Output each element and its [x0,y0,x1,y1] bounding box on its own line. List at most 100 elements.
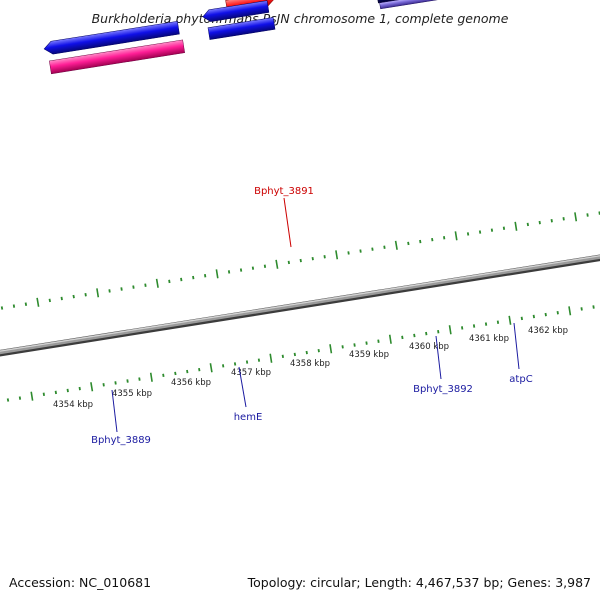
scale-tick-minor [126,379,129,383]
scale-tick-major [96,288,100,298]
scale-tick-minor [544,312,547,317]
scale-tick-minor [233,362,237,366]
scale-tick-minor [383,245,386,249]
label-hemE[interactable]: hemE [234,412,263,423]
scale-tick-minor [580,307,583,311]
scale-tick-minor [532,314,535,319]
scale-tick-major [329,344,333,354]
gene-blue-upper-4357[interactable] [202,0,270,23]
kbp-label-4361: 4361 kbp [469,334,509,344]
scale-tick-minor [42,392,45,397]
scale-tick-minor [281,354,284,359]
kbp-label-4357: 4357 kbp [231,368,271,378]
gene-hemE[interactable] [207,17,276,40]
scale-tick-minor [48,298,51,303]
scale-tick-minor [472,324,476,328]
scale-tick-major [394,240,398,250]
scale-tick-minor [359,249,362,253]
scale-tick-minor [168,279,171,284]
scale-tick-minor [227,270,231,274]
scale-tick-major [275,259,279,269]
scale-tick-minor [251,266,255,270]
leader-bphyt-3891 [283,197,292,248]
gene-blue-4354[interactable] [43,20,180,55]
scale-tick-minor [353,343,356,347]
gene-bphyt-3892[interactable] [376,0,482,4]
scale-tick-major [269,353,273,363]
scale-tick-minor [245,360,249,364]
scale-tick-minor [305,350,308,355]
scale-tick-minor [138,377,141,381]
scale-tick-minor [174,371,177,376]
scale-tick-minor [538,220,541,225]
scale-tick-minor [287,260,290,265]
scale-tick-major [514,221,518,231]
scale-tick-minor [461,326,464,330]
scale-tick-minor [502,226,506,230]
scale-tick-minor [592,305,595,309]
scale-tick-major [215,269,219,279]
scale-tick-minor [341,345,344,349]
accession-text: Accession: NC_010681 [9,575,151,590]
scale-tick-minor [347,251,350,255]
tick-row-lower [6,305,595,402]
label-atpC[interactable]: atpC [509,374,532,385]
scale-tick-minor [550,218,553,223]
leader-atpC [513,322,520,370]
gene-bphyt-3889[interactable] [49,39,185,75]
scale-tick-minor [162,373,165,378]
tick-row-upper [0,211,600,310]
genome-backbone [0,254,600,357]
scale-tick-minor [311,256,314,261]
scale-tick-minor [66,388,69,393]
scale-tick-minor [222,364,225,368]
label-bphyt-3892[interactable]: Bphyt_3892 [413,384,473,395]
kbp-label-4360: 4360 kbp [409,342,449,352]
kbp-label-4355: 4355 kbp [112,389,152,399]
leader-lines [111,197,520,433]
gene-labels: Bphyt_3891 Bphyt_3889 hemE Bphyt_3892 at… [91,186,533,446]
scale-tick-minor [377,339,380,343]
scale-tick-minor [419,239,422,244]
scale-tick-minor [520,316,523,321]
scale-tick-minor [120,287,123,291]
genome-summary-text: Topology: circular; Length: 4,467,537 bp… [247,575,591,590]
scale-tick-minor [78,386,81,391]
scale-tick-major [574,212,578,222]
scale-tick-minor [24,302,28,306]
scale-tick-minor [84,292,87,297]
kbp-label-4356: 4356 kbp [171,378,211,388]
scale-tick-minor [198,367,201,372]
scale-tick-minor [0,306,4,310]
scale-tick-major [90,382,94,392]
scale-tick-minor [293,352,296,357]
scale-tick-major [508,315,512,325]
gene-lavender-4360[interactable] [379,0,484,10]
gene-features [43,0,484,75]
scale-tick-minor [239,268,243,272]
scale-tick-minor [365,341,368,345]
leader-bphyt-3892 [435,335,442,380]
scale-tick-minor [114,381,117,385]
scale-tick-minor [323,255,326,259]
scale-tick-minor [60,296,63,301]
scale-tick-minor [180,277,183,282]
scale-tick-major [149,372,153,382]
scale-tick-minor [496,320,500,324]
label-bphyt-3889[interactable]: Bphyt_3889 [91,435,151,446]
scale-tick-minor [562,217,565,221]
label-bphyt-3891[interactable]: Bphyt_3891 [254,186,314,197]
scale-tick-minor [407,241,410,246]
scale-tick-minor [102,383,105,387]
scale-tick-minor [108,289,111,293]
scale-tick-minor [317,348,320,353]
scale-tick-major [209,363,213,373]
scale-tick-major [36,297,40,307]
scale-tick-major [568,306,572,316]
scale-tick-major [448,325,452,335]
scale-tick-minor [437,329,440,334]
scale-tick-minor [204,273,207,278]
scale-tick-minor [186,369,189,374]
scale-tick-minor [257,358,261,362]
scale-tick-minor [18,396,22,400]
